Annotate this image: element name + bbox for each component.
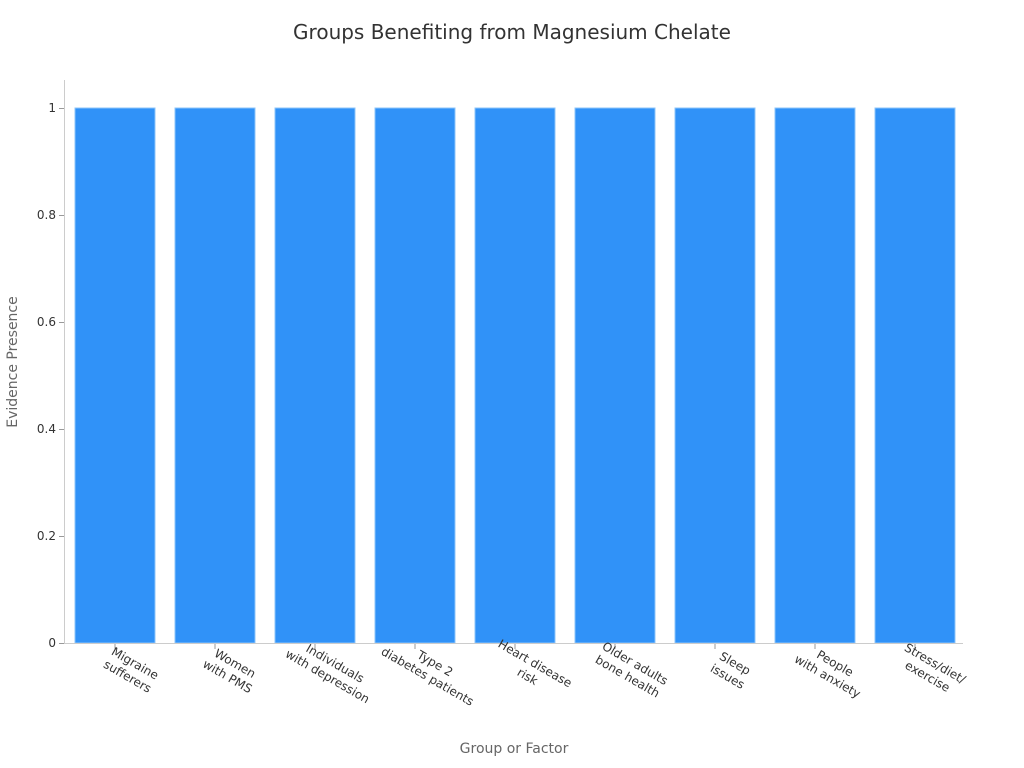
bar xyxy=(874,107,956,644)
y-tick-label: 0.8 xyxy=(37,208,56,222)
x-axis-label: Group or Factor xyxy=(459,741,569,757)
x-tick-label: Individualswith depression xyxy=(283,634,380,706)
y-tick-label: 0 xyxy=(48,636,56,650)
bar xyxy=(174,107,256,644)
y-tick-label: 0.6 xyxy=(37,315,56,329)
bar xyxy=(74,107,156,644)
bar xyxy=(374,107,456,644)
bar xyxy=(674,107,756,644)
y-tick-label: 0.2 xyxy=(37,529,56,543)
bar xyxy=(274,107,356,644)
bars-group xyxy=(74,107,956,644)
x-tick-label: Older adultsbone health xyxy=(592,639,670,701)
x-tick-label: Peoplewith anxiety xyxy=(792,639,870,701)
axes-group xyxy=(64,80,963,644)
y-tick-label: 0.4 xyxy=(37,422,56,436)
bar xyxy=(474,107,556,644)
x-tick-label: Womenwith PMS xyxy=(200,644,262,696)
x-tick-label: Heart diseaserisk xyxy=(488,637,574,704)
x-tick-label: Migrainesufferers xyxy=(101,644,161,695)
bar xyxy=(774,107,856,644)
chart-title: Groups Benefiting from Magnesium Chelate xyxy=(293,20,731,44)
y-ticks-group: 0 0.2 0.4 0.6 0.8 1 xyxy=(37,101,64,650)
bar xyxy=(574,107,656,644)
x-tick-label: Sleepissues xyxy=(708,648,755,692)
y-tick-label: 1 xyxy=(48,101,56,115)
x-tick-label: Stress/diet/exercise xyxy=(895,640,969,700)
